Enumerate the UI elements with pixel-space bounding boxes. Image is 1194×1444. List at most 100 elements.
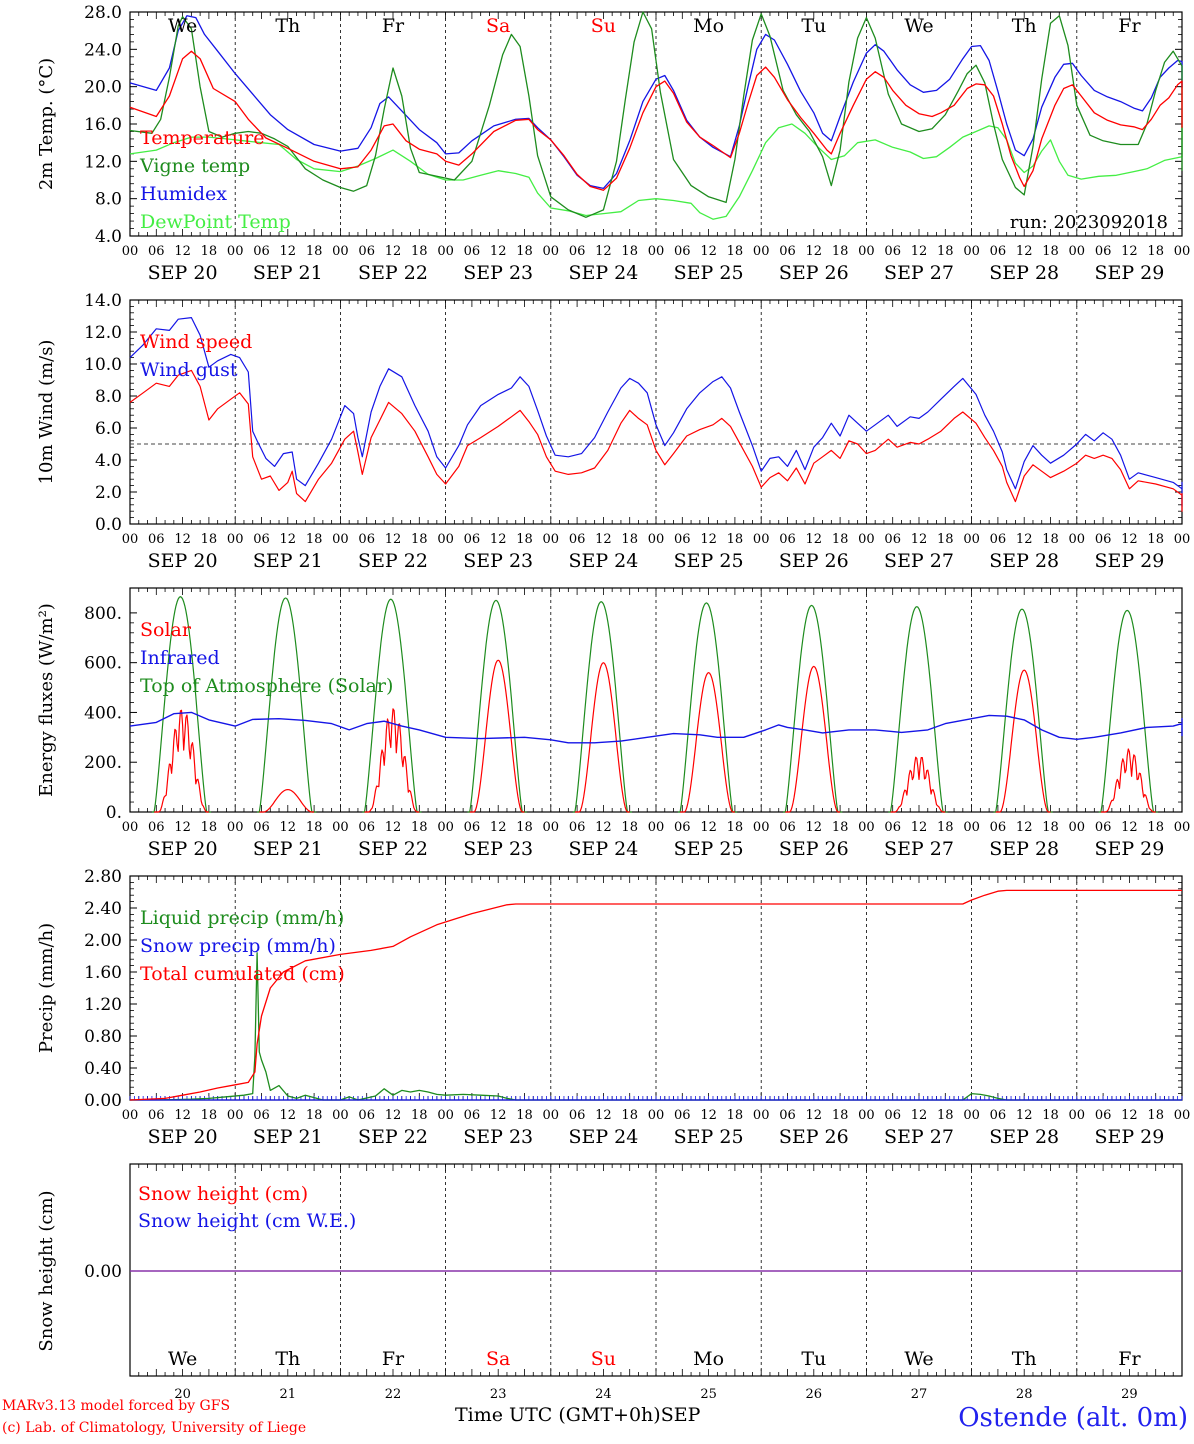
- hour-tick-label: 00: [858, 244, 875, 259]
- legend-entry: Wind gust: [140, 359, 238, 381]
- legend-entry: DewPoint Temp: [140, 211, 291, 233]
- hour-tick-label: 06: [1095, 1108, 1112, 1123]
- hour-tick-label: 06: [674, 244, 691, 259]
- legend-entry: Wind speed: [140, 331, 252, 353]
- legend-entry: Humidex: [140, 183, 227, 205]
- date-label: SEP 27: [884, 262, 954, 284]
- hour-tick-label: 18: [201, 1108, 218, 1123]
- y-axis-label: Energy fluxes (W/m²): [36, 603, 57, 797]
- series-solar-day-4: [469, 659, 525, 813]
- date-label: SEP 25: [674, 550, 744, 572]
- hour-tick-label: 18: [516, 820, 533, 835]
- hour-tick-label: 06: [358, 244, 375, 259]
- hour-tick-label: 12: [174, 244, 191, 259]
- y-tick-label: 12.0: [84, 152, 122, 172]
- date-label: SEP 22: [358, 262, 428, 284]
- hour-tick-label: 00: [753, 244, 770, 259]
- hour-tick-label: 06: [148, 1108, 165, 1123]
- day-number-label: 29: [1121, 1387, 1138, 1402]
- hour-tick-label: 00: [858, 1108, 875, 1123]
- date-label: SEP 26: [779, 838, 849, 860]
- energy-chart: 0. 200. 400. 600. 800. Energy fluxes (W/m²) So…: [36, 596, 1190, 860]
- date-label: SEP 21: [253, 262, 323, 284]
- weekday-label: Th: [275, 1348, 300, 1370]
- hour-tick-label: 06: [1095, 532, 1112, 547]
- precip-chart: 0.00 0.40 0.80 1.20 1.60 2.00 2.40 2.80 Precip (…: [36, 867, 1190, 1148]
- series-solar-day-8: [890, 756, 946, 813]
- hour-tick-label: 06: [1095, 820, 1112, 835]
- hour-tick-label: 00: [1069, 532, 1086, 547]
- date-label: SEP 24: [568, 1126, 638, 1148]
- y-tick-label: 6.0: [95, 419, 122, 439]
- y-tick-label: 2.80: [84, 867, 122, 887]
- date-label: SEP 25: [674, 1126, 744, 1148]
- hour-tick-label: 00: [543, 820, 560, 835]
- weekday-label: Th: [1012, 15, 1037, 37]
- day-number-label: 27: [911, 1387, 928, 1402]
- date-label: SEP 24: [568, 262, 638, 284]
- hour-tick-label: 18: [937, 244, 954, 259]
- date-label: SEP 28: [989, 1126, 1059, 1148]
- hour-tick-label: 18: [1147, 532, 1164, 547]
- weekday-label: Mo: [693, 1348, 724, 1370]
- hour-tick-label: 18: [727, 820, 744, 835]
- hour-tick-label: 06: [674, 820, 691, 835]
- hour-tick-label: 12: [1121, 244, 1138, 259]
- hour-tick-label: 18: [1147, 1108, 1164, 1123]
- date-label: SEP 26: [779, 1126, 849, 1148]
- y-tick-label: 800.: [84, 604, 122, 624]
- hour-tick-label: 00: [227, 244, 244, 259]
- hour-tick-label: 18: [1042, 532, 1059, 547]
- hour-tick-label: 00: [437, 244, 454, 259]
- date-label: SEP 29: [1094, 262, 1164, 284]
- weekday-label: Su: [591, 1348, 616, 1370]
- hour-tick-label: 00: [963, 820, 980, 835]
- series-dewpoint-temp: [129, 123, 1183, 220]
- weekday-label: Su: [591, 15, 616, 37]
- hour-tick-label: 18: [1147, 820, 1164, 835]
- hour-tick-label: 12: [806, 532, 823, 547]
- series-toa-day-10: [1098, 609, 1158, 813]
- hour-tick-label: 06: [148, 244, 165, 259]
- hour-tick-label: 12: [385, 820, 402, 835]
- run-label: run: 2023092018: [1010, 212, 1168, 233]
- hour-tick-label: 06: [253, 532, 270, 547]
- hour-tick-label: 18: [201, 532, 218, 547]
- hour-tick-label: 06: [464, 532, 481, 547]
- date-label: SEP 23: [463, 550, 533, 572]
- hour-tick-label: 12: [806, 244, 823, 259]
- y-tick-label: 0.80: [84, 1027, 122, 1047]
- panel-border: [129, 299, 1183, 525]
- y-axis-label: Precip (mm/h): [36, 923, 57, 1053]
- y-tick-label: 600.: [84, 654, 122, 674]
- hour-tick-label: 06: [674, 1108, 691, 1123]
- date-label: SEP 27: [884, 1126, 954, 1148]
- y-tick-label: 20.0: [84, 78, 122, 98]
- panel-frame-3: [129, 587, 1183, 813]
- hour-tick-label: 18: [621, 820, 638, 835]
- hour-tick-label: 00: [648, 1108, 665, 1123]
- day-number-label: 24: [595, 1387, 612, 1402]
- hour-tick-label: 00: [543, 532, 560, 547]
- date-label: SEP 26: [779, 262, 849, 284]
- x-minor-ticks: [129, 12, 1183, 236]
- y-axis-label: 2m Temp. (°C): [36, 58, 57, 190]
- series-solar-day-2: [259, 789, 315, 813]
- hour-tick-label: 00: [437, 1108, 454, 1123]
- hour-tick-label: 06: [990, 244, 1007, 259]
- hour-tick-label: 00: [963, 244, 980, 259]
- hour-tick-label: 18: [621, 532, 638, 547]
- date-label: SEP 23: [463, 262, 533, 284]
- y-tick-label: 1.60: [84, 963, 122, 983]
- weekday-label: Sa: [486, 1348, 510, 1370]
- series-toa-day-3: [362, 598, 422, 813]
- date-label: SEP 22: [358, 550, 428, 572]
- hour-tick-label: 00: [437, 532, 454, 547]
- hour-tick-label: 00: [122, 244, 139, 259]
- hour-tick-label: 06: [884, 1108, 901, 1123]
- hour-tick-label: 12: [490, 244, 507, 259]
- hour-tick-label: 00: [332, 1108, 349, 1123]
- legend-entry: Snow precip (mm/h): [140, 935, 336, 957]
